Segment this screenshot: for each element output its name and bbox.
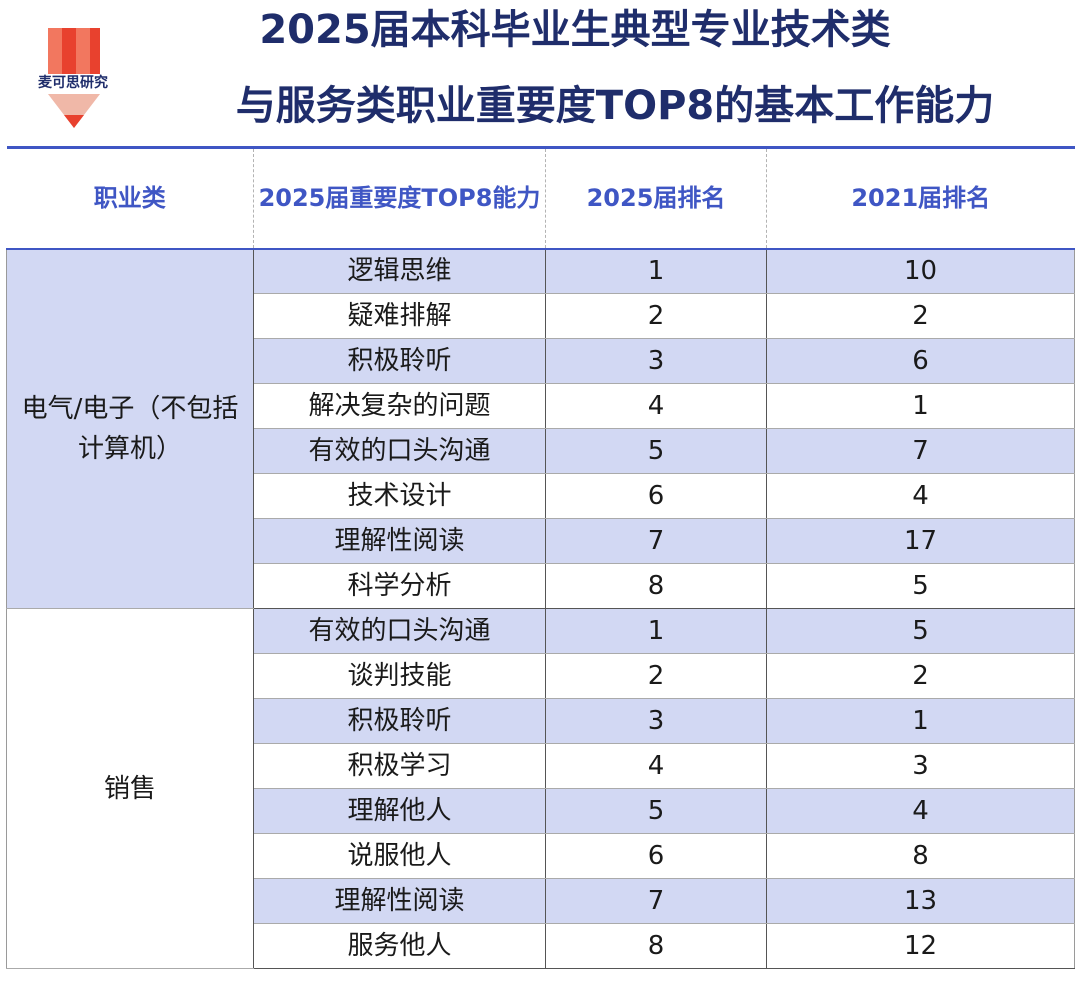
table-body: 电气/电子（不包括计算机） 逻辑思维 1 10 疑难排解 2 2 积极聆听 3 6 解决复杂的问题 4… bbox=[6, 248, 1075, 969]
header-ability: 2025届重要度TOP8能力 bbox=[253, 147, 546, 249]
table-row: 积极聆听 3 6 bbox=[7, 338, 1075, 384]
table-row: 解决复杂的问题 4 1 bbox=[7, 383, 1075, 429]
table-header-row: 职业类 2025届重要度TOP8能力 2025届排名 2021届排名 bbox=[6, 147, 1075, 249]
rank-2025-cell: 2 bbox=[545, 293, 767, 339]
rank-2021-cell: 10 bbox=[766, 248, 1075, 294]
table-row: 理解他人 5 4 bbox=[7, 788, 1075, 834]
rank-2025-cell: 8 bbox=[545, 923, 767, 969]
ability-cell: 积极聆听 bbox=[253, 698, 546, 744]
ability-cell: 服务他人 bbox=[253, 923, 546, 969]
rank-2025-cell: 8 bbox=[545, 563, 767, 609]
ability-cell: 谈判技能 bbox=[253, 653, 546, 699]
table-row: 销售 有效的口头沟通 1 5 bbox=[6, 608, 1075, 969]
rank-2021-cell: 6 bbox=[766, 338, 1075, 384]
ability-cell: 积极学习 bbox=[253, 743, 546, 789]
ability-cell: 理解性阅读 bbox=[253, 878, 546, 924]
rank-2025-cell: 4 bbox=[545, 743, 767, 789]
table-row: 服务他人 8 12 bbox=[7, 923, 1075, 969]
rank-2025-cell: 3 bbox=[545, 338, 767, 384]
rank-2021-cell: 12 bbox=[766, 923, 1075, 969]
table-row: 有效的口头沟通 5 7 bbox=[7, 428, 1075, 474]
header-rank-2025: 2025届排名 bbox=[545, 147, 767, 249]
table-row: 积极学习 4 3 bbox=[7, 743, 1075, 789]
ability-cell: 逻辑思维 bbox=[253, 248, 546, 294]
rank-2021-cell: 8 bbox=[766, 833, 1075, 879]
logo-text: 麦可思研究 bbox=[20, 74, 126, 92]
ability-cell: 理解他人 bbox=[253, 788, 546, 834]
rank-2021-cell: 1 bbox=[766, 383, 1075, 429]
rank-2025-cell: 7 bbox=[545, 878, 767, 924]
ability-cell: 说服他人 bbox=[253, 833, 546, 879]
table-row: 电气/电子（不包括计算机） 逻辑思维 1 10 bbox=[6, 248, 1075, 609]
ability-cell: 理解性阅读 bbox=[253, 518, 546, 564]
occupation-group-cell: 销售 bbox=[6, 608, 254, 969]
rank-2025-cell: 1 bbox=[545, 608, 767, 654]
pencil-heart-icon bbox=[48, 28, 100, 128]
rank-2025-cell: 6 bbox=[545, 833, 767, 879]
rank-2021-cell: 4 bbox=[766, 473, 1075, 519]
ability-cell: 积极聆听 bbox=[253, 338, 546, 384]
rank-2025-cell: 6 bbox=[545, 473, 767, 519]
ability-cell: 疑难排解 bbox=[253, 293, 546, 339]
rank-2021-cell: 5 bbox=[766, 608, 1075, 654]
rank-2025-cell: 5 bbox=[545, 428, 767, 474]
title-line-2: 与服务类职业重要度TOP8的基本工作能力 bbox=[235, 83, 995, 129]
ability-cell: 有效的口头沟通 bbox=[253, 608, 546, 654]
table-row: 理解性阅读 7 13 bbox=[7, 878, 1075, 924]
rank-2021-cell: 7 bbox=[766, 428, 1075, 474]
occupation-group-cell: 电气/电子（不包括计算机） bbox=[6, 248, 254, 609]
table-row: 科学分析 8 5 bbox=[7, 563, 1075, 609]
rank-2025-cell: 5 bbox=[545, 788, 767, 834]
ability-cell: 科学分析 bbox=[253, 563, 546, 609]
rank-2021-cell: 4 bbox=[766, 788, 1075, 834]
table-row: 疑难排解 2 2 bbox=[7, 293, 1075, 339]
rank-2021-cell: 2 bbox=[766, 653, 1075, 699]
title-line-1: 2025届本科毕业生典型专业技术类 bbox=[259, 7, 891, 53]
rank-2021-cell: 5 bbox=[766, 563, 1075, 609]
table-row: 谈判技能 2 2 bbox=[7, 653, 1075, 699]
header-occupation: 职业类 bbox=[6, 147, 254, 249]
table-row: 说服他人 6 8 bbox=[7, 833, 1075, 879]
rank-2025-cell: 4 bbox=[545, 383, 767, 429]
rank-2025-cell: 1 bbox=[545, 248, 767, 294]
rank-2021-cell: 2 bbox=[766, 293, 1075, 339]
table-row: 理解性阅读 7 17 bbox=[7, 518, 1075, 564]
rank-2025-cell: 3 bbox=[545, 698, 767, 744]
table-row: 技术设计 6 4 bbox=[7, 473, 1075, 519]
rank-2021-cell: 17 bbox=[766, 518, 1075, 564]
ability-cell: 技术设计 bbox=[253, 473, 546, 519]
rank-2021-cell: 1 bbox=[766, 698, 1075, 744]
rank-2025-cell: 2 bbox=[545, 653, 767, 699]
ability-cell: 有效的口头沟通 bbox=[253, 428, 546, 474]
ability-cell: 解决复杂的问题 bbox=[253, 383, 546, 429]
table-row: 积极聆听 3 1 bbox=[7, 698, 1075, 744]
rank-2025-cell: 7 bbox=[545, 518, 767, 564]
header-rank-2021: 2021届排名 bbox=[766, 147, 1075, 249]
rank-2021-cell: 13 bbox=[766, 878, 1075, 924]
rank-2021-cell: 3 bbox=[766, 743, 1075, 789]
ability-ranking-table: 职业类 2025届重要度TOP8能力 2025届排名 2021届排名 电气/电子… bbox=[6, 146, 1075, 969]
mycos-logo: 麦可思研究 bbox=[20, 18, 126, 136]
